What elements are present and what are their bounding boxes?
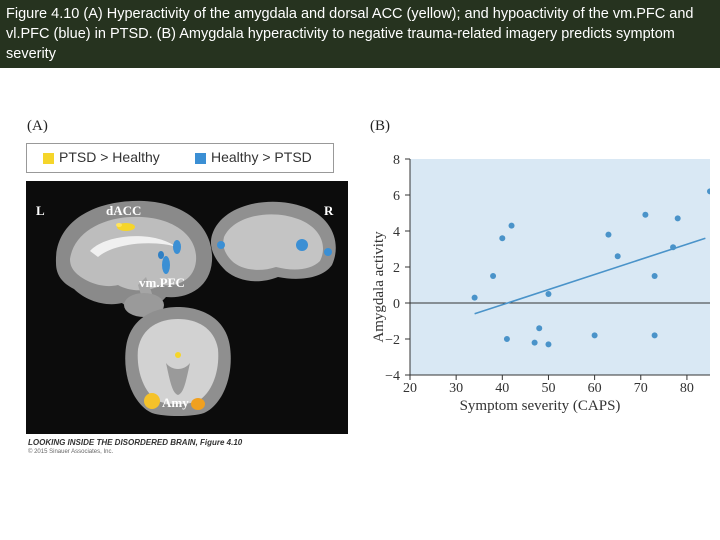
y-tick-label: 6 <box>393 189 400 204</box>
copyright-text: © 2015 Sinauer Associates, Inc. <box>28 449 114 455</box>
data-point <box>536 325 543 332</box>
data-point <box>670 244 677 251</box>
scatter-chart: −4 −2 0 2 4 6 8 20 30 40 50 60 70 80 Symptom severity … <box>365 153 713 425</box>
legend: PTSD > Healthy Healthy > PTSD <box>26 143 334 173</box>
x-tick-label: 30 <box>449 381 463 396</box>
scatter-chart-svg: −4 −2 0 2 4 6 8 20 30 40 50 60 70 80 Symptom severity … <box>371 153 713 414</box>
panel-b-label: (B) <box>370 118 390 134</box>
y-tick-label: 4 <box>393 225 400 240</box>
legend-item-ptsd: PTSD > Healthy <box>43 149 160 165</box>
data-point <box>642 211 649 218</box>
data-point <box>591 332 598 339</box>
legend-label-ptsd: PTSD > Healthy <box>59 149 160 165</box>
data-point <box>605 231 612 238</box>
x-tick-label: 70 <box>634 381 648 396</box>
legend-swatch-yellow <box>43 152 54 164</box>
y-tick-label: −2 <box>385 333 400 348</box>
y-tick-label: −4 <box>385 369 400 384</box>
data-point <box>531 339 538 346</box>
hemisphere-left-label: L <box>36 203 45 218</box>
y-axis-title: Amygdala activity <box>371 231 387 343</box>
y-tick-label: 0 <box>393 297 400 312</box>
data-point <box>674 215 681 222</box>
hemisphere-right-label: R <box>324 203 334 218</box>
regression-line <box>474 237 706 315</box>
x-tick-label: 60 <box>588 381 602 396</box>
x-tick-label: 20 <box>403 381 417 396</box>
brain-scans: L R dACC vm.PFC Amy <box>26 181 348 434</box>
data-point <box>545 291 552 297</box>
brain-scan-illustration <box>55 200 336 416</box>
data-point <box>545 341 552 348</box>
panel-a-label: (A) <box>27 118 48 134</box>
data-point <box>614 253 621 260</box>
x-tick-label: 50 <box>541 381 555 396</box>
data-point <box>471 294 478 301</box>
data-point <box>490 273 497 279</box>
legend-item-healthy: Healthy > PTSD <box>195 149 312 165</box>
data-point <box>651 332 658 339</box>
amygdala-label: Amy <box>162 395 189 410</box>
dacc-label: dACC <box>106 203 142 218</box>
vmpfc-label: vm.PFC <box>139 275 185 290</box>
legend-label-healthy: Healthy > PTSD <box>211 149 312 165</box>
data-point <box>508 222 515 229</box>
figure-title: Figure 4.10 (A) Hyperactivity of the amy… <box>6 6 694 62</box>
title-banner: Figure 4.10 (A) Hyperactivity of the amy… <box>0 0 720 68</box>
data-point <box>651 273 658 279</box>
y-tick-label: 8 <box>393 155 400 168</box>
x-tick-label: 80 <box>680 381 694 396</box>
plot-area <box>410 159 710 375</box>
figure-caption: LOOKING INSIDE THE DISORDERED BRAIN, Fig… <box>28 438 243 447</box>
x-axis-title: Symptom severity (CAPS) <box>460 398 621 414</box>
data-point <box>499 235 506 242</box>
legend-swatch-blue <box>195 152 206 164</box>
x-tick-label: 40 <box>495 381 509 396</box>
data-point <box>503 336 510 342</box>
y-tick-label: 2 <box>393 261 400 276</box>
